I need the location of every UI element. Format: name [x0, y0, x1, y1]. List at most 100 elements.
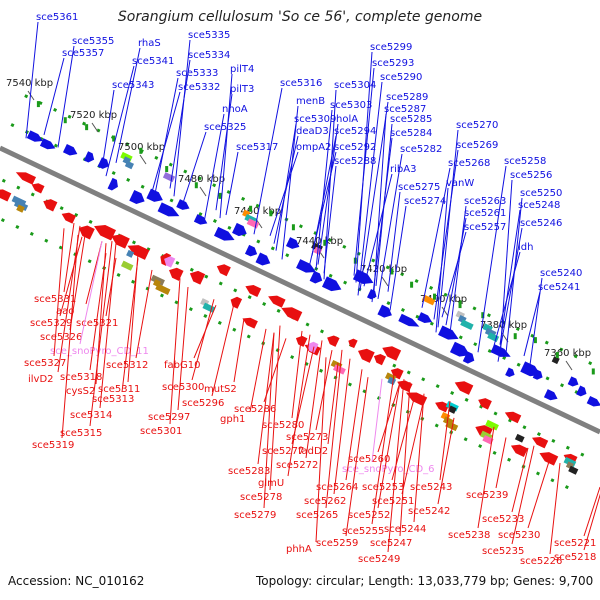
top-leader-line [373, 113, 387, 292]
bottom-leader-line [59, 236, 83, 317]
bottom-gene-label: fabG10 [164, 360, 200, 371]
forward-gene [438, 325, 459, 340]
reverse-gene [230, 296, 243, 309]
forward-gene [449, 341, 470, 357]
top-gene-label: sce5332 [178, 82, 220, 93]
bottom-leader-line [61, 234, 79, 439]
marker-pip [36, 101, 40, 108]
tick-label: 7500 kbp [118, 142, 165, 153]
top-leader-line [315, 109, 333, 270]
top-gene-label: sce5288 [334, 156, 376, 167]
top-leader-line [317, 123, 339, 265]
top-leader-line [153, 77, 179, 199]
category-box [387, 376, 397, 386]
tick-label: 7420 kbp [360, 264, 407, 275]
bottom-leader-line [121, 258, 139, 393]
bottom-gene-label: sce5249 [358, 554, 400, 565]
reverse-gene [532, 436, 549, 449]
bottom-gene-label: sce5326 [40, 332, 82, 343]
tick-label: 7480 kbp [178, 174, 225, 185]
top-gene-label: sce5334 [188, 50, 230, 61]
top-gene-label: sce5309 [294, 114, 336, 125]
bottom-leader-line [191, 299, 215, 381]
top-gene-label: sce5270 [456, 120, 498, 131]
bottom-leader-line [169, 278, 181, 425]
bottom-gene-label: sce5218 [554, 552, 596, 563]
forward-gene [107, 177, 118, 191]
category-box [551, 356, 560, 365]
forward-gene [39, 138, 56, 150]
bottom-gene-label: sce5296 [182, 398, 224, 409]
category-box [460, 319, 474, 331]
bottom-leader-line [99, 242, 117, 409]
top-leader-line [505, 197, 523, 354]
tick-mark [27, 90, 35, 101]
forward-gene [129, 189, 145, 204]
top-leader-line [151, 91, 181, 193]
marker-pip [390, 268, 394, 275]
rna-gene [307, 341, 319, 354]
category-box [246, 218, 260, 229]
reverse-gene [357, 348, 375, 363]
top-gene-label: sce5257 [464, 222, 506, 233]
bottom-gene-label: sce5264 [316, 482, 358, 493]
bottom-leader-line [333, 358, 351, 495]
reverse-gene [111, 234, 130, 249]
bottom-gene-label: sce5238 [448, 530, 490, 541]
bottom-gene-label: sce5262 [304, 496, 346, 507]
reverse-gene [504, 411, 522, 424]
genome-summary-text: Topology: circular; Length: 13,033,779 b… [256, 574, 594, 588]
top-leader-line [323, 165, 337, 274]
bottom-gene-label: sce5278 [240, 492, 282, 503]
bottom-leader-line [63, 222, 75, 293]
marker-pip [194, 182, 198, 189]
top-leader-line [353, 67, 375, 276]
category-box [514, 433, 525, 443]
marker-pip [269, 210, 273, 217]
reverse-gene [510, 444, 528, 457]
accession-text: Accession: NC_010162 [8, 574, 145, 588]
reverse-gene [268, 295, 286, 308]
bottom-leader-line [211, 303, 235, 397]
bottom-gene-label: sce_snoPyro_CD_6 [342, 464, 435, 475]
top-gene-label: pilT4 [230, 64, 254, 75]
tick-mark [199, 186, 207, 197]
bottom-leader-line [527, 458, 551, 529]
bottom-leader-line [89, 253, 107, 371]
top-gene-label: sce5248 [518, 200, 560, 211]
top-gene-label: sce5316 [280, 78, 322, 89]
bottom-gene-label: sce_snoPyro_CD_11 [50, 346, 149, 357]
bottom-leader-line [257, 332, 275, 465]
top-leader-line [57, 45, 75, 148]
tick-label: 7540 kbp [6, 78, 53, 89]
top-leader-line [203, 113, 225, 223]
bottom-gene-label: sce5318 [60, 372, 102, 383]
bottom-leader-line [135, 269, 153, 359]
forward-gene [296, 259, 316, 273]
top-gene-label: sce5268 [448, 158, 490, 169]
top-leader-line [445, 217, 467, 326]
top-gene-label: sce5282 [400, 144, 442, 155]
reverse-gene [168, 267, 184, 281]
bottom-leader-line [495, 437, 507, 489]
top-gene-label: sce5275 [398, 182, 440, 193]
reverse-gene [435, 401, 450, 413]
top-gene-label: sce5333 [176, 68, 218, 79]
forward-gene [462, 351, 475, 364]
tick-mark [441, 306, 449, 317]
forward-gene [586, 395, 600, 407]
tick-label: 7520 kbp [70, 110, 117, 121]
marker-pip [433, 293, 437, 300]
bottom-leader-line [105, 257, 117, 317]
reverse-gene [31, 183, 45, 194]
category-box [568, 465, 579, 475]
forward-gene [367, 288, 377, 300]
bottom-leader-line [511, 447, 529, 513]
top-leader-line [215, 93, 233, 211]
category-box [445, 420, 459, 432]
top-gene-label: sce5357 [62, 48, 104, 59]
forward-gene [377, 304, 392, 318]
bottom-gene-label: sce5273 [286, 432, 328, 443]
bottom-gene-label: sce5255 [342, 526, 384, 537]
top-gene-label: sce5261 [464, 208, 506, 219]
